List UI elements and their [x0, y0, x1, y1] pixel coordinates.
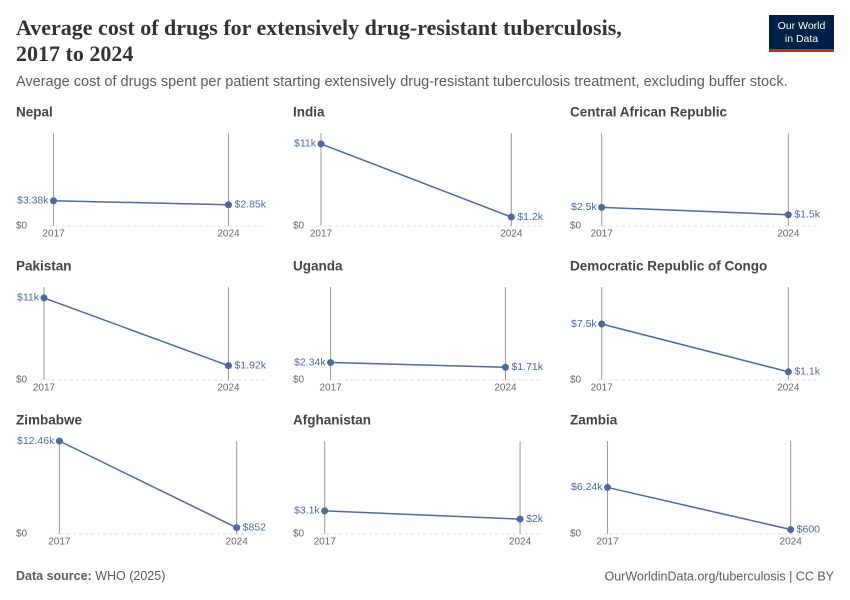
- y-tick-label: $0: [16, 375, 28, 386]
- point: [784, 368, 792, 376]
- x-tick-label: 2024: [494, 383, 517, 394]
- point: [224, 201, 232, 209]
- value-label: $11k: [17, 292, 40, 304]
- line: [59, 440, 237, 529]
- x-tick-label: 2024: [509, 537, 532, 548]
- point: [40, 294, 48, 302]
- line: [43, 297, 229, 367]
- x-tick-label: 2024: [226, 537, 249, 548]
- point: [787, 526, 795, 534]
- panel-title: Democratic Republic of Congo: [570, 259, 767, 274]
- point: [784, 211, 792, 219]
- source-label: Data source:: [16, 569, 92, 583]
- value-label: $1.71k: [511, 361, 543, 373]
- y-tick-label: $0: [16, 221, 28, 232]
- source: Data source: WHO (2025): [16, 569, 165, 583]
- url: OurWorldinData.org/tuberculosis | CC BY: [605, 569, 835, 583]
- logo: Our World in Data: [769, 15, 834, 52]
- panel-title: Afghanistan: [293, 413, 371, 428]
- point: [233, 524, 241, 532]
- x-tick-label: 2017: [42, 229, 65, 240]
- value-label: $7.5k: [571, 318, 597, 330]
- subtitle: Average cost of drugs spent per patient …: [16, 74, 788, 90]
- panel-title: Nepal: [16, 105, 53, 120]
- logo-text: in Data: [785, 33, 818, 45]
- y-tick-label: $0: [293, 221, 305, 232]
- value-label: $1.1k: [794, 366, 820, 378]
- point: [50, 197, 58, 205]
- y-tick-label: $0: [570, 375, 582, 386]
- logo-underline: [769, 49, 834, 52]
- x-tick-label: 2017: [314, 537, 337, 548]
- line: [601, 206, 789, 216]
- panel-title: Uganda: [293, 259, 343, 274]
- line: [601, 323, 789, 373]
- value-label: $6.24k: [571, 481, 603, 493]
- point: [317, 140, 325, 148]
- y-tick-label: $0: [16, 529, 28, 540]
- y-tick-label: $0: [293, 529, 305, 540]
- value-label: $2.5k: [571, 201, 597, 213]
- value-label: $3.1k: [294, 505, 320, 517]
- point: [224, 362, 232, 370]
- x-tick-label: 2017: [310, 229, 333, 240]
- point: [516, 515, 524, 523]
- value-label: $1.92k: [234, 359, 266, 371]
- x-tick-label: 2024: [777, 229, 800, 240]
- value-label: $852: [243, 521, 267, 533]
- logo-box: [769, 15, 834, 52]
- x-tick-label: 2024: [500, 229, 523, 240]
- logo-text: Our World: [778, 20, 826, 32]
- panel-title: Zambia: [570, 413, 618, 428]
- point: [604, 483, 612, 491]
- value-label: $600: [797, 523, 821, 535]
- x-tick-label: 2017: [591, 383, 614, 394]
- title-line: 2017 to 2024: [16, 41, 133, 66]
- point: [598, 320, 606, 328]
- chart-title: Average cost of drugs for extensively dr…: [16, 15, 622, 66]
- point: [507, 213, 515, 221]
- source-value: WHO (2025): [95, 569, 165, 583]
- x-tick-label: 2017: [48, 537, 71, 548]
- point: [321, 507, 329, 515]
- panel-title: Central African Republic: [570, 105, 728, 120]
- y-tick-label: $0: [293, 375, 305, 386]
- x-tick-label: 2024: [217, 383, 240, 394]
- line: [320, 143, 512, 218]
- point: [501, 363, 509, 371]
- panel-title: India: [293, 105, 325, 120]
- title-line: Average cost of drugs for extensively dr…: [16, 15, 622, 40]
- value-label: $12.46k: [17, 435, 55, 447]
- x-tick-label: 2024: [777, 383, 800, 394]
- panel-title: Pakistan: [16, 259, 72, 274]
- y-tick-label: $0: [570, 221, 582, 232]
- point: [55, 437, 63, 445]
- value-label: $2k: [526, 513, 544, 525]
- point: [598, 203, 606, 211]
- value-label: $1.2k: [517, 211, 543, 223]
- line: [53, 200, 229, 206]
- value-label: $3.38k: [17, 195, 49, 207]
- point: [327, 359, 335, 367]
- value-label: $11k: [294, 138, 317, 150]
- line: [324, 510, 521, 520]
- x-tick-label: 2017: [319, 383, 342, 394]
- line: [607, 486, 791, 531]
- value-label: $2.34k: [294, 356, 326, 368]
- x-tick-label: 2017: [591, 229, 614, 240]
- x-tick-label: 2017: [33, 383, 56, 394]
- x-tick-label: 2024: [780, 537, 803, 548]
- y-tick-label: $0: [570, 529, 582, 540]
- value-label: $1.5k: [794, 209, 820, 221]
- panel-title: Zimbabwe: [16, 413, 83, 428]
- x-tick-label: 2017: [596, 537, 619, 548]
- x-tick-label: 2024: [217, 229, 240, 240]
- line: [330, 361, 506, 368]
- value-label: $2.85k: [234, 199, 266, 211]
